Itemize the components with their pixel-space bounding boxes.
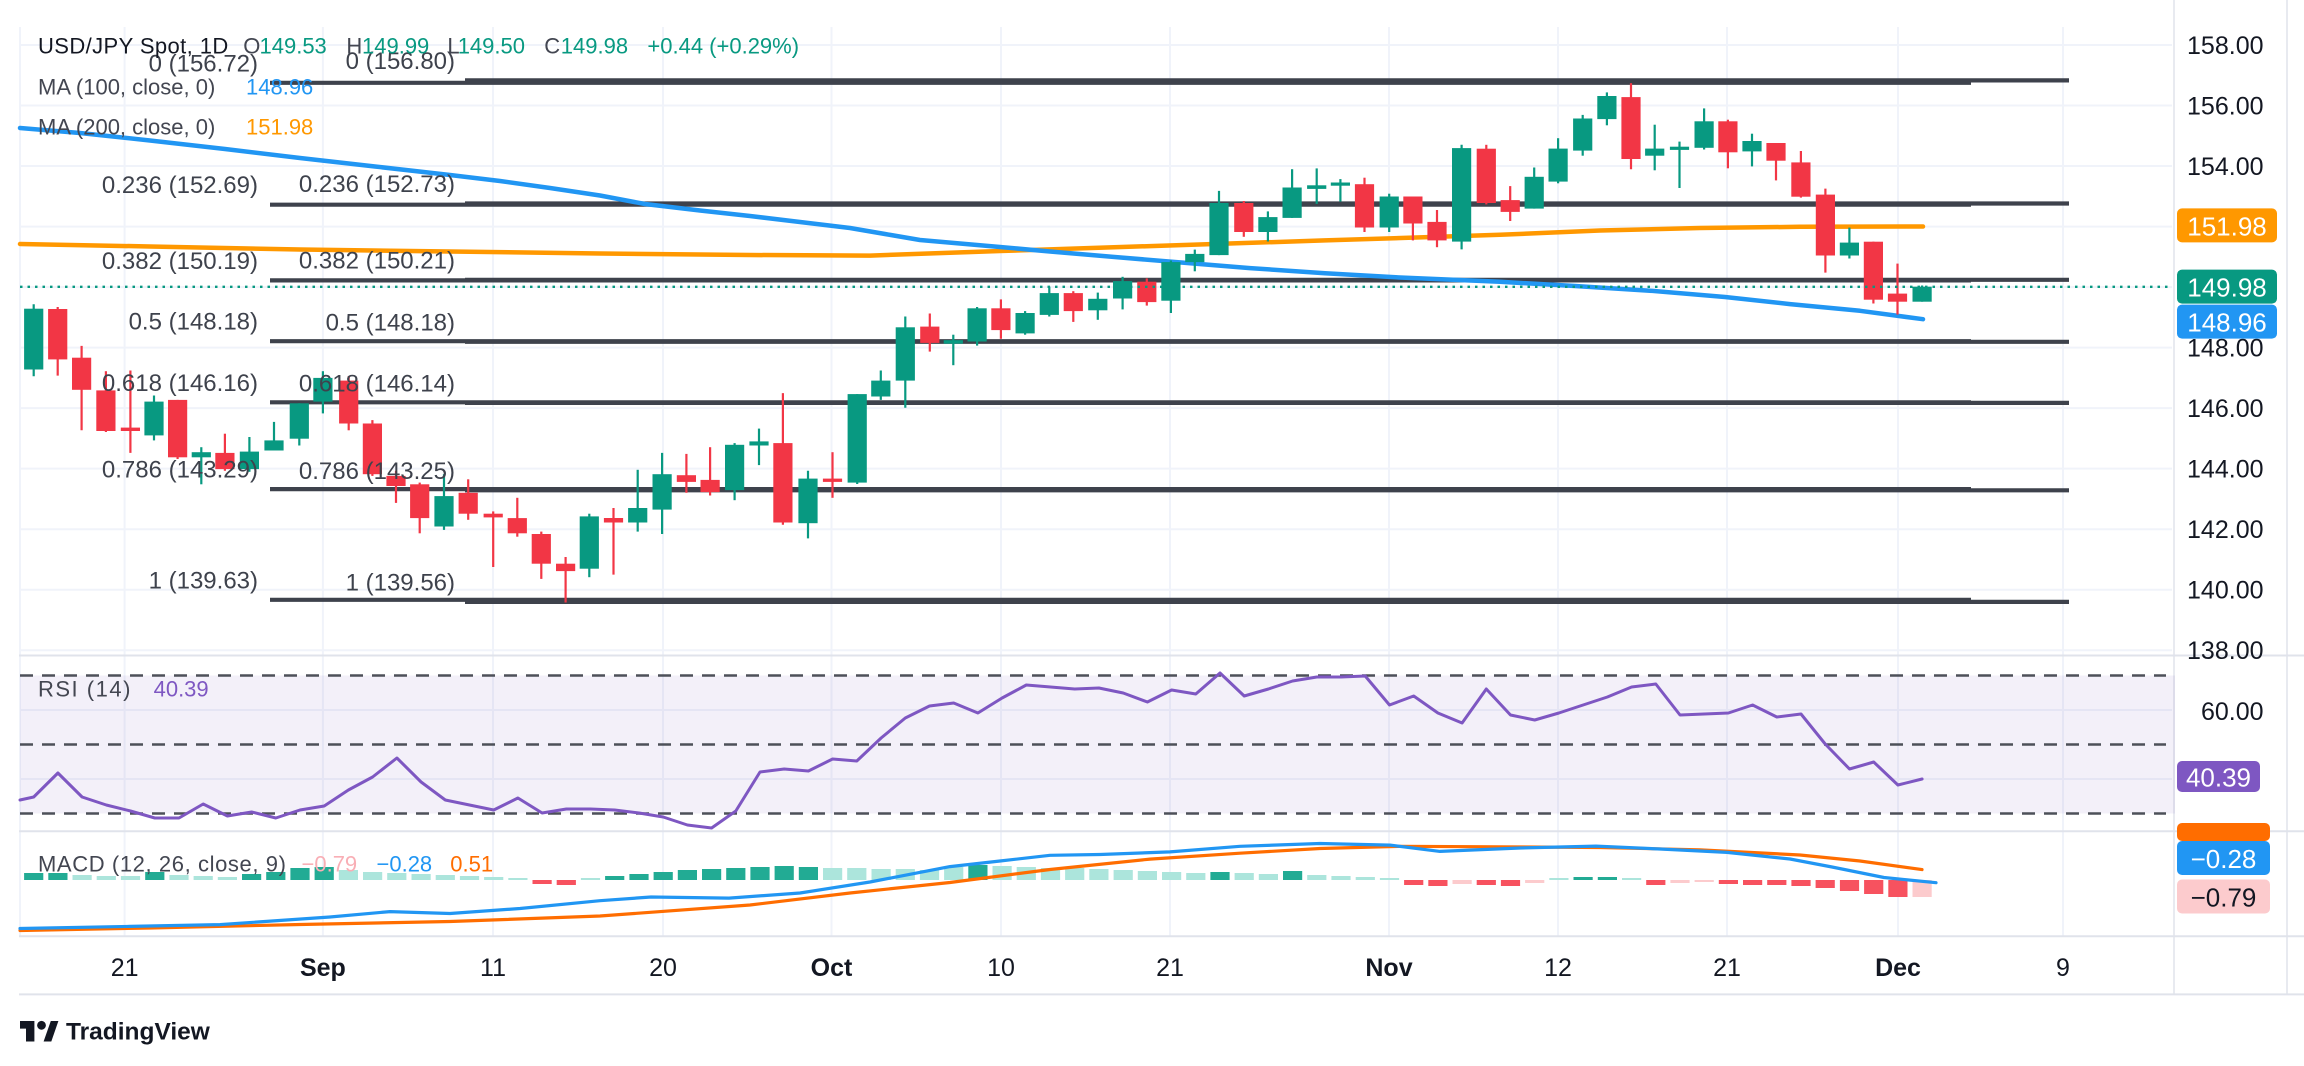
svg-text:154.00: 154.00 bbox=[2187, 153, 2263, 181]
svg-text:0.236 (152.69): 0.236 (152.69) bbox=[102, 172, 258, 199]
svg-text:1 (139.63): 1 (139.63) bbox=[149, 567, 258, 594]
svg-text:149.53: 149.53 bbox=[260, 34, 327, 59]
svg-text:H: H bbox=[346, 34, 362, 59]
svg-text:MACD (12, 26, close, 9): MACD (12, 26, close, 9) bbox=[38, 852, 287, 877]
svg-text:21: 21 bbox=[111, 954, 139, 982]
svg-text:0.618 (146.14): 0.618 (146.14) bbox=[299, 370, 455, 397]
svg-text:149.98: 149.98 bbox=[561, 34, 628, 59]
svg-text:21: 21 bbox=[1713, 954, 1741, 982]
svg-text:11: 11 bbox=[480, 954, 506, 982]
svg-text:156.00: 156.00 bbox=[2187, 93, 2263, 121]
svg-text:−0.28: −0.28 bbox=[377, 852, 433, 877]
svg-text:0.5 (148.18): 0.5 (148.18) bbox=[326, 309, 455, 336]
svg-text:151.98: 151.98 bbox=[2187, 211, 2267, 241]
svg-text:20: 20 bbox=[649, 954, 677, 982]
svg-text:0.786 (143.29): 0.786 (143.29) bbox=[102, 457, 258, 484]
svg-text:149.98: 149.98 bbox=[2187, 273, 2267, 303]
svg-text:138.00: 138.00 bbox=[2187, 637, 2263, 665]
svg-text:0 (156.80): 0 (156.80) bbox=[346, 48, 455, 75]
svg-text:10: 10 bbox=[987, 954, 1015, 982]
svg-text:O: O bbox=[243, 34, 260, 59]
svg-text:144.00: 144.00 bbox=[2187, 456, 2263, 484]
svg-text:146.00: 146.00 bbox=[2187, 395, 2263, 423]
svg-text:0.786 (143.25): 0.786 (143.25) bbox=[299, 458, 455, 485]
svg-text:60.00: 60.00 bbox=[2201, 698, 2264, 726]
svg-text:+0.44 (+0.29%): +0.44 (+0.29%) bbox=[647, 34, 799, 59]
svg-text:148.96: 148.96 bbox=[2187, 308, 2267, 338]
svg-text:148.00: 148.00 bbox=[2187, 335, 2263, 363]
svg-text:12: 12 bbox=[1544, 954, 1572, 982]
svg-text:−0.79: −0.79 bbox=[302, 852, 358, 877]
svg-text:0.382 (150.21): 0.382 (150.21) bbox=[299, 247, 455, 274]
svg-text:MA (200, close, 0): MA (200, close, 0) bbox=[38, 115, 215, 140]
svg-text:1 (139.56): 1 (139.56) bbox=[346, 569, 455, 596]
svg-text:40.39: 40.39 bbox=[154, 677, 209, 702]
svg-text:RSI (14): RSI (14) bbox=[38, 677, 132, 702]
svg-text:0.236 (152.73): 0.236 (152.73) bbox=[299, 171, 455, 198]
svg-text:0.618 (146.16): 0.618 (146.16) bbox=[102, 370, 258, 397]
svg-text:Oct: Oct bbox=[811, 954, 853, 982]
svg-text:C: C bbox=[544, 34, 560, 59]
svg-text:151.98: 151.98 bbox=[246, 115, 313, 140]
svg-text:149.99: 149.99 bbox=[362, 34, 429, 59]
svg-text:148.96: 148.96 bbox=[246, 75, 313, 100]
svg-text:−0.79: −0.79 bbox=[2191, 883, 2257, 913]
svg-text:142.00: 142.00 bbox=[2187, 516, 2263, 544]
svg-text:Dec: Dec bbox=[1875, 954, 1921, 982]
svg-text:40.39: 40.39 bbox=[2186, 763, 2251, 793]
svg-text:0.51: 0.51 bbox=[450, 852, 493, 877]
svg-text:0.5 (148.18): 0.5 (148.18) bbox=[129, 309, 258, 336]
svg-text:9: 9 bbox=[2056, 954, 2070, 982]
svg-text:MA (100, close, 0): MA (100, close, 0) bbox=[38, 75, 215, 100]
svg-text:−0.28: −0.28 bbox=[2191, 844, 2257, 874]
svg-text:0 (156.72): 0 (156.72) bbox=[149, 50, 258, 77]
svg-text:149.50: 149.50 bbox=[458, 34, 525, 59]
svg-text:Sep: Sep bbox=[300, 954, 346, 982]
svg-text:140.00: 140.00 bbox=[2187, 577, 2263, 605]
svg-text:USD/JPY Spot, 1D: USD/JPY Spot, 1D bbox=[38, 34, 229, 59]
svg-text:Nov: Nov bbox=[1365, 954, 1412, 982]
svg-text:158.00: 158.00 bbox=[2187, 32, 2263, 60]
svg-text:0.382 (150.19): 0.382 (150.19) bbox=[102, 248, 258, 275]
svg-text:L: L bbox=[447, 34, 459, 59]
svg-text:21: 21 bbox=[1156, 954, 1184, 982]
svg-text:TradingView: TradingView bbox=[66, 1019, 211, 1046]
